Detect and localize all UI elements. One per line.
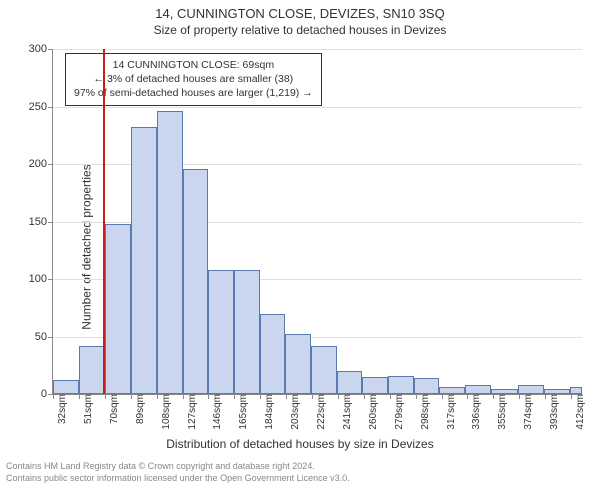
plot-region: 14 CUNNINGTON CLOSE: 69sqm ← 3% of detac… [52,49,582,395]
x-tick-label: 374sqm [519,394,534,430]
y-tick-label: 150 [29,216,53,228]
x-tick-label: 393sqm [545,394,560,430]
histogram-bar [208,270,234,394]
x-tick-label: 32sqm [53,394,68,424]
footer-line: Contains public sector information licen… [6,473,594,485]
histogram-bar [157,111,183,394]
histogram-bar [105,224,131,394]
x-tick-label: 412sqm [571,394,586,430]
x-tick-label: 336sqm [467,394,482,430]
histogram-bar [465,385,491,394]
histogram-bar [362,377,388,394]
histogram-bar [337,371,363,394]
x-tick-label: 203sqm [286,394,301,430]
chart-area: Number of detached properties 14 CUNNING… [0,37,600,457]
footer-line: Contains HM Land Registry data © Crown c… [6,461,594,473]
reference-line [103,49,105,394]
histogram-bar [285,334,311,394]
x-tick-label: 241sqm [338,394,353,430]
x-tick-label: 108sqm [157,394,172,430]
x-tick-label: 298sqm [416,394,431,430]
x-tick-label: 260sqm [364,394,379,430]
x-tick-label: 70sqm [105,394,120,424]
x-tick-label: 355sqm [493,394,508,430]
histogram-bar [439,387,465,394]
histogram-bar [311,346,337,394]
y-tick-label: 300 [29,43,53,55]
x-tick-label: 146sqm [208,394,223,430]
x-tick-label: 127sqm [183,394,198,430]
histogram-bar [260,314,285,395]
bars-container [53,49,582,394]
y-tick-label: 0 [41,388,53,400]
histogram-bar [570,387,582,394]
page-subtitle: Size of property relative to detached ho… [0,23,600,37]
x-axis-label: Distribution of detached houses by size … [0,437,600,451]
histogram-bar [79,346,105,394]
histogram-bar [414,378,439,394]
y-tick-label: 50 [35,331,53,343]
histogram-bar [234,270,260,394]
x-tick-label: 222sqm [312,394,327,430]
footer-attribution: Contains HM Land Registry data © Crown c… [0,457,600,484]
page-title: 14, CUNNINGTON CLOSE, DEVIZES, SN10 3SQ [0,6,600,21]
y-tick-label: 100 [29,273,53,285]
histogram-bar [183,169,209,394]
x-tick-label: 279sqm [390,394,405,430]
histogram-bar [131,127,157,394]
x-tick-label: 165sqm [234,394,249,430]
x-tick-label: 317sqm [442,394,457,430]
histogram-bar [53,380,79,394]
x-tick-label: 184sqm [260,394,275,430]
histogram-bar [388,376,414,394]
histogram-bar [518,385,544,394]
x-tick-label: 89sqm [131,394,146,424]
y-tick-label: 200 [29,158,53,170]
y-tick-label: 250 [29,101,53,113]
x-tick-label: 51sqm [79,394,94,424]
